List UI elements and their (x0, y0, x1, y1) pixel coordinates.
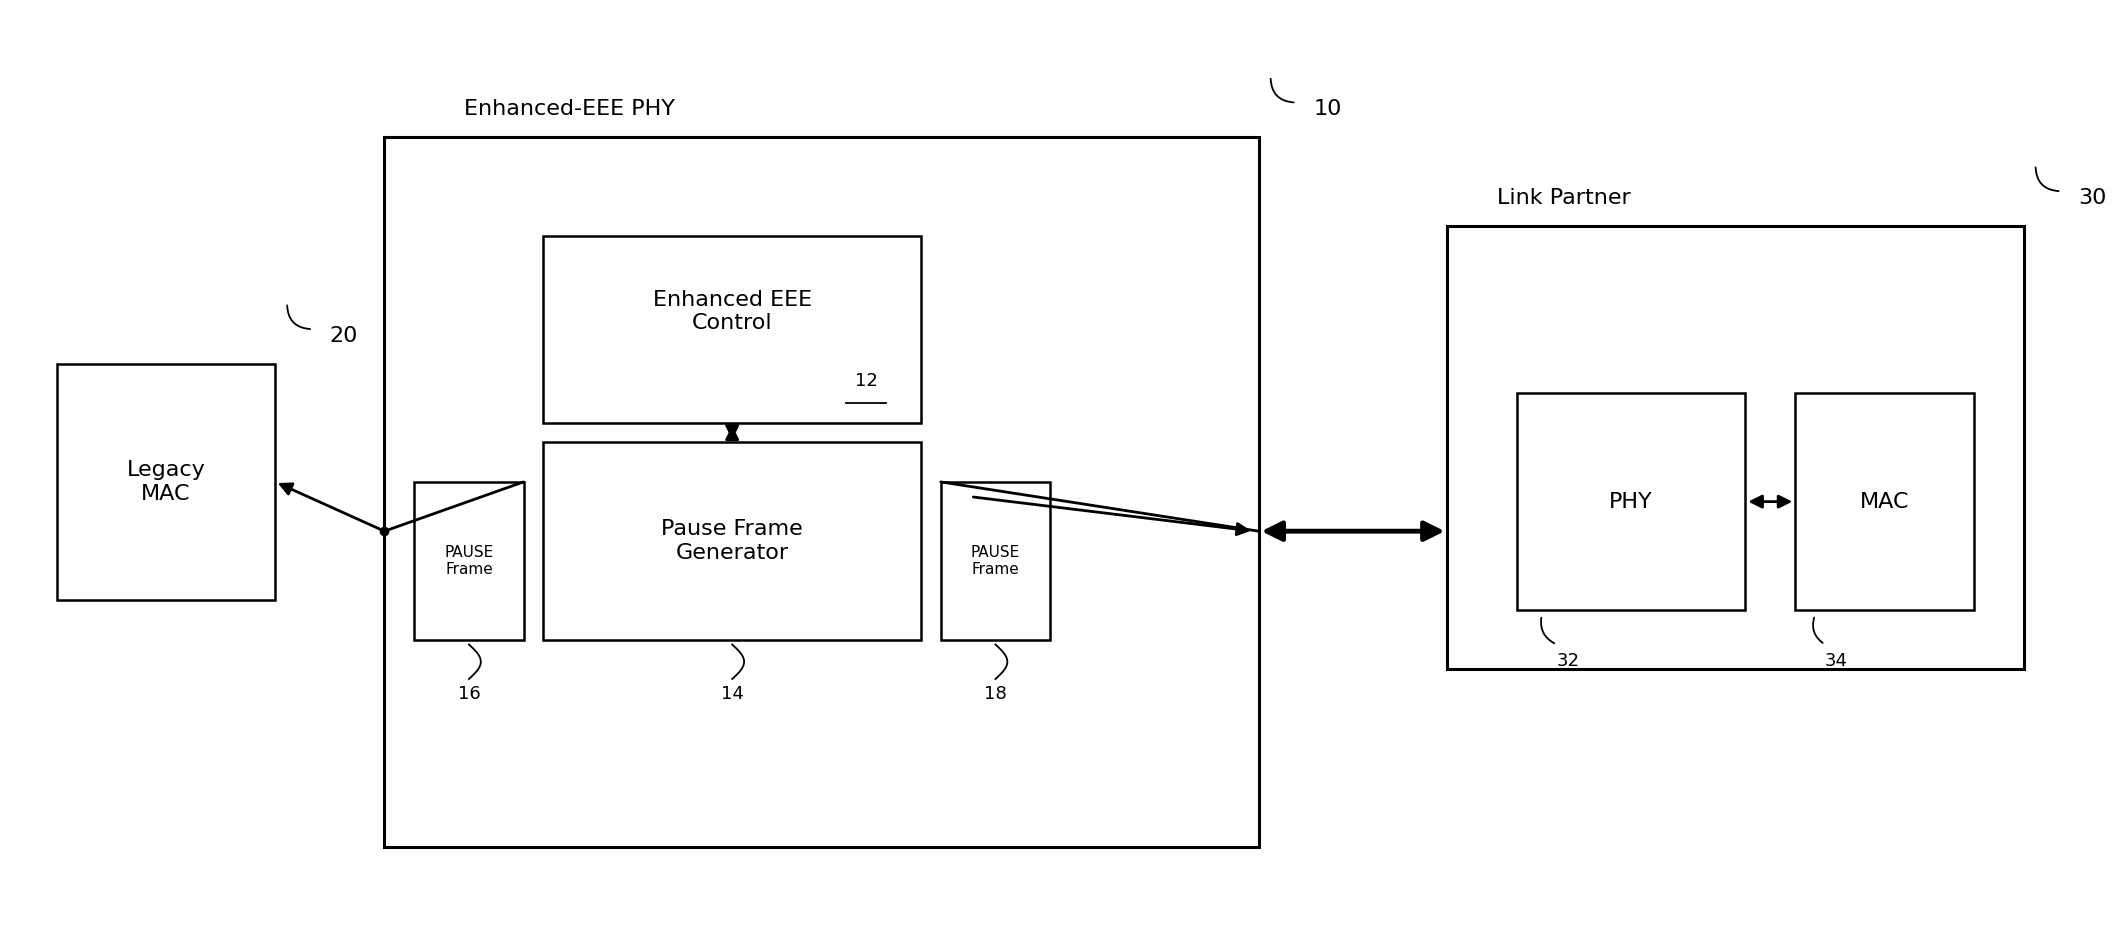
FancyBboxPatch shape (1518, 393, 1745, 610)
Text: 34: 34 (1826, 652, 1847, 670)
FancyBboxPatch shape (940, 482, 1051, 640)
Text: PHY: PHY (1609, 491, 1654, 511)
FancyBboxPatch shape (57, 364, 276, 600)
FancyBboxPatch shape (1796, 393, 1974, 610)
Text: 10: 10 (1314, 99, 1342, 119)
Text: 16: 16 (459, 684, 480, 703)
Text: PAUSE
Frame: PAUSE Frame (970, 545, 1019, 577)
Text: 32: 32 (1556, 652, 1580, 670)
Text: 18: 18 (985, 684, 1006, 703)
FancyBboxPatch shape (1448, 226, 2023, 669)
Text: 20: 20 (329, 326, 359, 346)
Text: PAUSE
Frame: PAUSE Frame (444, 545, 493, 577)
Text: Pause Frame
Generator: Pause Frame Generator (660, 520, 802, 563)
Text: 14: 14 (720, 684, 743, 703)
FancyBboxPatch shape (414, 482, 524, 640)
Text: Enhanced EEE
Control: Enhanced EEE Control (652, 289, 811, 333)
FancyBboxPatch shape (384, 137, 1259, 846)
FancyBboxPatch shape (543, 235, 921, 423)
Text: Link Partner: Link Partner (1497, 188, 1630, 208)
Text: Enhanced-EEE PHY: Enhanced-EEE PHY (465, 99, 675, 119)
Text: 30: 30 (2078, 188, 2106, 208)
Text: Legacy
MAC: Legacy MAC (127, 461, 206, 504)
Text: MAC: MAC (1860, 491, 1909, 511)
FancyBboxPatch shape (543, 443, 921, 640)
Text: 12: 12 (856, 372, 877, 390)
